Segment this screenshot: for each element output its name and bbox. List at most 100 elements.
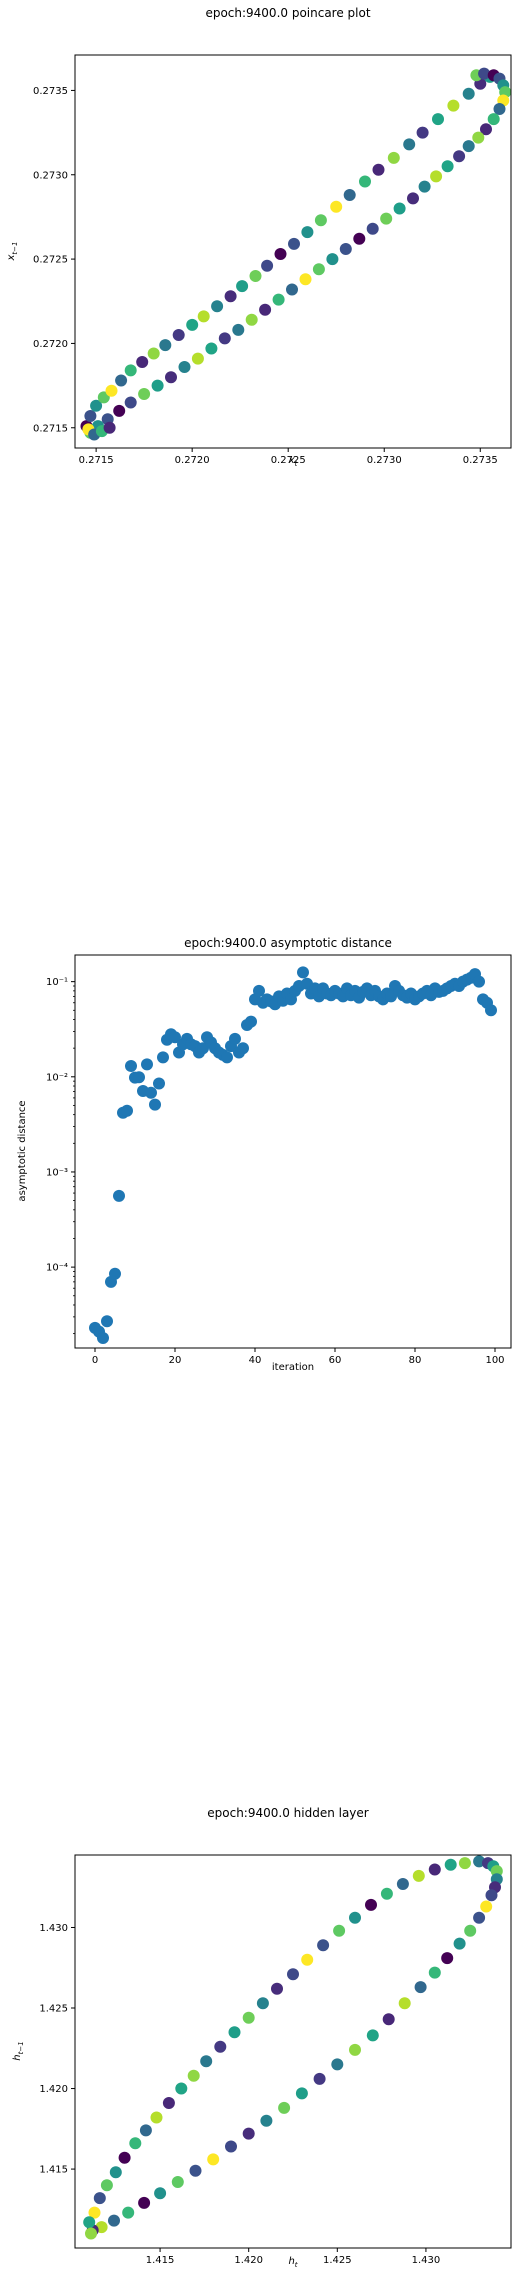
poincare-point <box>172 329 185 341</box>
poincare-point <box>343 189 356 201</box>
poincare-point <box>487 113 500 126</box>
distance-y-tick-label: 10⁻¹ <box>46 977 68 988</box>
distance-point <box>221 1051 233 1064</box>
hidden-layer-point <box>331 2058 344 2071</box>
poincare-y-tick-label: 0.2735 <box>33 86 68 97</box>
poincare-point <box>84 410 97 422</box>
hidden-layer-y-tick-label: 1.415 <box>39 2165 68 2176</box>
hidden-layer-point <box>207 2153 220 2166</box>
hidden-layer-point <box>428 1966 441 1979</box>
hidden-layer-point <box>138 2196 151 2209</box>
poincare-point <box>272 293 285 306</box>
poincare-point <box>90 399 103 412</box>
poincare-point <box>462 87 475 100</box>
poincare-point <box>432 113 444 126</box>
hidden-layer-point <box>366 2029 379 2042</box>
hidden-layer-point <box>349 2043 361 2056</box>
poincare-plot-title: epoch:9400.0 poincare plot <box>205 6 370 20</box>
hidden-layer-x-tick-label: 1.415 <box>146 2255 175 2266</box>
poincare-y-tick-label: 0.2720 <box>33 339 68 350</box>
asymptotic-distance-frame <box>74 954 512 1349</box>
hidden-layer-plot: epoch:9400.0 hidden layer 1.415 1.420 1.42… <box>12 1806 512 2269</box>
hidden-layer-point <box>154 2187 167 2200</box>
hidden-layer-point <box>242 2127 255 2140</box>
hidden-layer-point <box>150 2111 163 2124</box>
hidden-layer-point <box>200 2055 213 2068</box>
distance-point <box>149 1098 161 1111</box>
poincare-point <box>124 396 137 409</box>
hidden-layer-point <box>85 2227 97 2240</box>
distance-point <box>121 1104 133 1117</box>
hidden-layer-point <box>473 1855 486 1868</box>
distance-x-tick-label: 100 <box>485 1355 504 1366</box>
poincare-point <box>387 151 400 164</box>
hidden-layer-point <box>464 1924 477 1937</box>
poincare-point <box>159 339 172 352</box>
distance-point <box>133 1071 145 1084</box>
poincare-point <box>314 214 327 227</box>
poincare-point <box>407 192 419 205</box>
poincare-x-tick-label: 0.2735 <box>463 455 498 466</box>
poincare-point <box>232 323 245 336</box>
distance-x-tick-label: 60 <box>329 1355 342 1366</box>
poincare-plot-frame <box>74 54 512 449</box>
poincare-y-tick-label: 0.2725 <box>33 255 68 266</box>
hidden-layer-y-tick-label: 1.420 <box>39 2084 68 2095</box>
distance-point <box>245 1015 257 1028</box>
poincare-point <box>441 160 454 173</box>
poincare-point <box>447 99 460 112</box>
poincare-point <box>312 263 325 276</box>
hidden-layer-point <box>473 1911 486 1924</box>
hidden-layer-point <box>109 2166 122 2179</box>
poincare-point <box>286 283 298 296</box>
poincare-point <box>165 371 177 384</box>
asymptotic-distance-title: epoch:9400.0 asymptotic distance <box>184 936 392 950</box>
poincare-point <box>330 200 343 213</box>
hidden-layer-y-tick-label: 1.425 <box>39 2004 68 2015</box>
poincare-point <box>274 248 287 260</box>
hidden-layer-point <box>260 2114 273 2127</box>
hidden-layer-point <box>171 2176 184 2188</box>
hidden-layer-point <box>444 1858 457 1871</box>
hidden-layer-point <box>349 1911 361 1924</box>
distance-point <box>125 1060 137 1072</box>
hidden-layer-point <box>118 2151 131 2164</box>
poincare-point <box>326 253 339 266</box>
distance-x-tick-label: 0 <box>92 1355 98 1366</box>
hidden-layer-x-tick-label: 1.430 <box>412 2255 441 2266</box>
poincare-point <box>478 67 491 80</box>
poincare-x-tick-label: 0.2730 <box>367 455 402 466</box>
hidden-layer-point <box>453 1937 466 1950</box>
poincare-point <box>299 273 312 286</box>
distance-point <box>229 1032 241 1045</box>
poincare-point <box>393 202 406 215</box>
distance-y-tick-label: 10⁻³ <box>46 1167 68 1178</box>
hidden-layer-point <box>228 2026 241 2039</box>
hidden-layer-point <box>396 1878 409 1890</box>
poincare-point <box>136 356 149 368</box>
hidden-layer-point <box>382 2013 395 2026</box>
distance-point <box>169 1031 181 1044</box>
distance-point <box>113 1189 125 1202</box>
poincare-point <box>205 342 218 355</box>
hidden-layer-point <box>122 2206 135 2219</box>
poincare-point <box>124 364 137 377</box>
hidden-layer-point <box>380 1887 393 1900</box>
hidden-layer-point <box>313 2072 326 2085</box>
hidden-layer-point <box>129 2137 142 2150</box>
poincare-point <box>416 126 429 139</box>
poincare-point <box>472 131 485 144</box>
poincare-point <box>380 212 393 225</box>
distance-y-tick-label: 10⁻² <box>46 1072 68 1083</box>
hidden-layer-point <box>333 1924 346 1937</box>
poincare-point <box>186 318 199 331</box>
hidden-layer-point <box>398 1997 411 2010</box>
distance-point <box>109 1267 121 1280</box>
distance-x-tick-label: 40 <box>249 1355 262 1366</box>
poincare-plot-y-label: xt−1 <box>6 242 19 262</box>
hidden-layer-point <box>317 1939 330 1952</box>
poincare-point <box>453 150 466 163</box>
hidden-layer-point <box>278 2101 291 2114</box>
poincare-point <box>105 384 118 397</box>
hidden-layer-point <box>412 1869 425 1882</box>
